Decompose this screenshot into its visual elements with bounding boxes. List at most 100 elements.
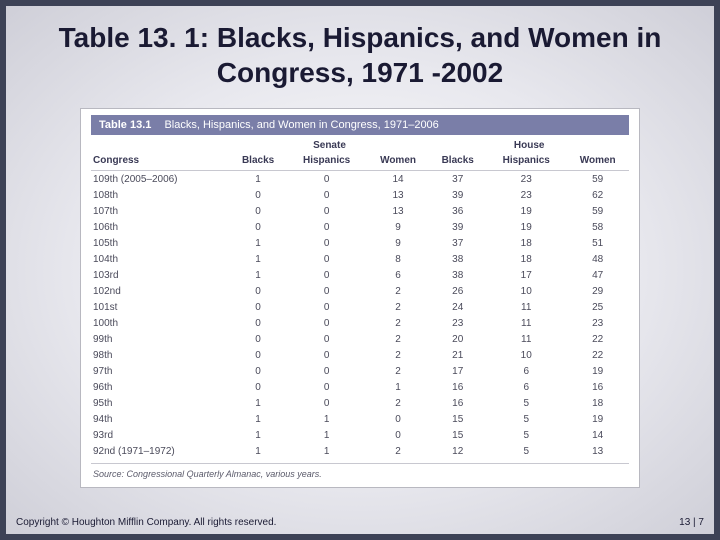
cell-house-women: 23 (566, 315, 629, 331)
cell-senate-blacks: 0 (230, 379, 287, 395)
table-number: Table 13.1 (99, 119, 151, 131)
table-row: 93rd11015514 (91, 427, 629, 443)
cell-house-women: 47 (566, 267, 629, 283)
col-house-hispanics: Hispanics (486, 153, 566, 171)
table-row: 95th10216518 (91, 395, 629, 411)
cell-house-women: 16 (566, 379, 629, 395)
cell-senate-blacks: 1 (230, 251, 287, 267)
cell-senate-blacks: 1 (230, 267, 287, 283)
cell-house-women: 19 (566, 363, 629, 379)
cell-house-blacks: 17 (429, 363, 486, 379)
cell-house-women: 58 (566, 219, 629, 235)
cell-senate-hispanics: 0 (286, 395, 366, 411)
data-table: Senate House Congress Blacks Hispanics W… (91, 137, 629, 459)
cell-congress: 105th (91, 235, 230, 251)
cell-congress: 103rd (91, 267, 230, 283)
cell-senate-hispanics: 0 (286, 315, 366, 331)
table-row: 92nd (1971–1972)11212513 (91, 443, 629, 459)
table-row: 103rd106381747 (91, 267, 629, 283)
cell-senate-women: 6 (367, 267, 430, 283)
page-number: 13 | 7 (679, 517, 704, 528)
col-senate-women: Women (367, 153, 430, 171)
table-row: 101st002241125 (91, 299, 629, 315)
cell-congress: 104th (91, 251, 230, 267)
cell-house-women: 14 (566, 427, 629, 443)
cell-house-hispanics: 23 (486, 187, 566, 203)
cell-house-blacks: 16 (429, 379, 486, 395)
cell-senate-hispanics: 0 (286, 299, 366, 315)
col-house-women: Women (566, 153, 629, 171)
cell-house-women: 13 (566, 443, 629, 459)
table-row: 106th009391958 (91, 219, 629, 235)
cell-house-blacks: 21 (429, 347, 486, 363)
cell-house-hispanics: 11 (486, 299, 566, 315)
table-bottom-divider (91, 463, 629, 464)
cell-house-women: 51 (566, 235, 629, 251)
table-caption-text: Blacks, Hispanics, and Women in Congress… (164, 119, 438, 131)
cell-senate-blacks: 0 (230, 331, 287, 347)
cell-senate-hispanics: 0 (286, 267, 366, 283)
cell-senate-blacks: 0 (230, 187, 287, 203)
cell-senate-women: 0 (367, 427, 430, 443)
cell-house-hispanics: 19 (486, 203, 566, 219)
table-figure: Table 13.1 Blacks, Hispanics, and Women … (80, 108, 640, 488)
cell-senate-women: 8 (367, 251, 430, 267)
cell-house-blacks: 24 (429, 299, 486, 315)
cell-senate-women: 14 (367, 171, 430, 188)
col-senate-hispanics: Hispanics (286, 153, 366, 171)
col-house-blacks: Blacks (429, 153, 486, 171)
cell-senate-hispanics: 1 (286, 411, 366, 427)
cell-senate-blacks: 1 (230, 171, 287, 188)
table-row: 105th109371851 (91, 235, 629, 251)
copyright-text: Copyright © Houghton Mifflin Company. Al… (16, 517, 276, 528)
cell-house-blacks: 39 (429, 187, 486, 203)
cell-senate-women: 1 (367, 379, 430, 395)
cell-senate-women: 9 (367, 235, 430, 251)
cell-senate-blacks: 0 (230, 219, 287, 235)
table-row: 98th002211022 (91, 347, 629, 363)
cell-senate-women: 0 (367, 411, 430, 427)
cell-congress: 94th (91, 411, 230, 427)
cell-house-hispanics: 11 (486, 315, 566, 331)
cell-house-blacks: 12 (429, 443, 486, 459)
table-row: 104th108381848 (91, 251, 629, 267)
cell-congress: 107th (91, 203, 230, 219)
table-row: 94th11015519 (91, 411, 629, 427)
cell-senate-blacks: 0 (230, 283, 287, 299)
cell-house-hispanics: 5 (486, 411, 566, 427)
cell-house-hispanics: 5 (486, 395, 566, 411)
cell-congress: 92nd (1971–1972) (91, 443, 230, 459)
cell-senate-hispanics: 0 (286, 347, 366, 363)
footer: Copyright © Houghton Mifflin Company. Al… (16, 517, 704, 528)
cell-house-blacks: 15 (429, 427, 486, 443)
cell-house-women: 29 (566, 283, 629, 299)
cell-senate-hispanics: 0 (286, 283, 366, 299)
cell-house-hispanics: 10 (486, 283, 566, 299)
cell-house-blacks: 26 (429, 283, 486, 299)
table-row: 96th00116616 (91, 379, 629, 395)
cell-house-hispanics: 17 (486, 267, 566, 283)
cell-senate-women: 2 (367, 395, 430, 411)
cell-house-blacks: 37 (429, 235, 486, 251)
slide-canvas: Table 13. 1: Blacks, Hispanics, and Wome… (6, 6, 714, 534)
cell-senate-hispanics: 0 (286, 363, 366, 379)
table-body: 109th (2005–2006)1014372359108th00133923… (91, 171, 629, 460)
cell-house-blacks: 36 (429, 203, 486, 219)
cell-congress: 96th (91, 379, 230, 395)
cell-house-women: 19 (566, 411, 629, 427)
cell-senate-women: 13 (367, 187, 430, 203)
cell-house-women: 22 (566, 331, 629, 347)
cell-senate-blacks: 1 (230, 443, 287, 459)
source-text: Congressional Quarterly Almanac, various… (127, 469, 322, 479)
cell-senate-women: 2 (367, 363, 430, 379)
cell-congress: 100th (91, 315, 230, 331)
col-congress: Congress (91, 153, 230, 171)
cell-senate-hispanics: 0 (286, 203, 366, 219)
table-row: 99th002201122 (91, 331, 629, 347)
cell-senate-hispanics: 0 (286, 251, 366, 267)
cell-house-women: 62 (566, 187, 629, 203)
cell-house-hispanics: 6 (486, 363, 566, 379)
cell-house-hispanics: 18 (486, 251, 566, 267)
cell-senate-hispanics: 0 (286, 219, 366, 235)
cell-house-hispanics: 5 (486, 443, 566, 459)
